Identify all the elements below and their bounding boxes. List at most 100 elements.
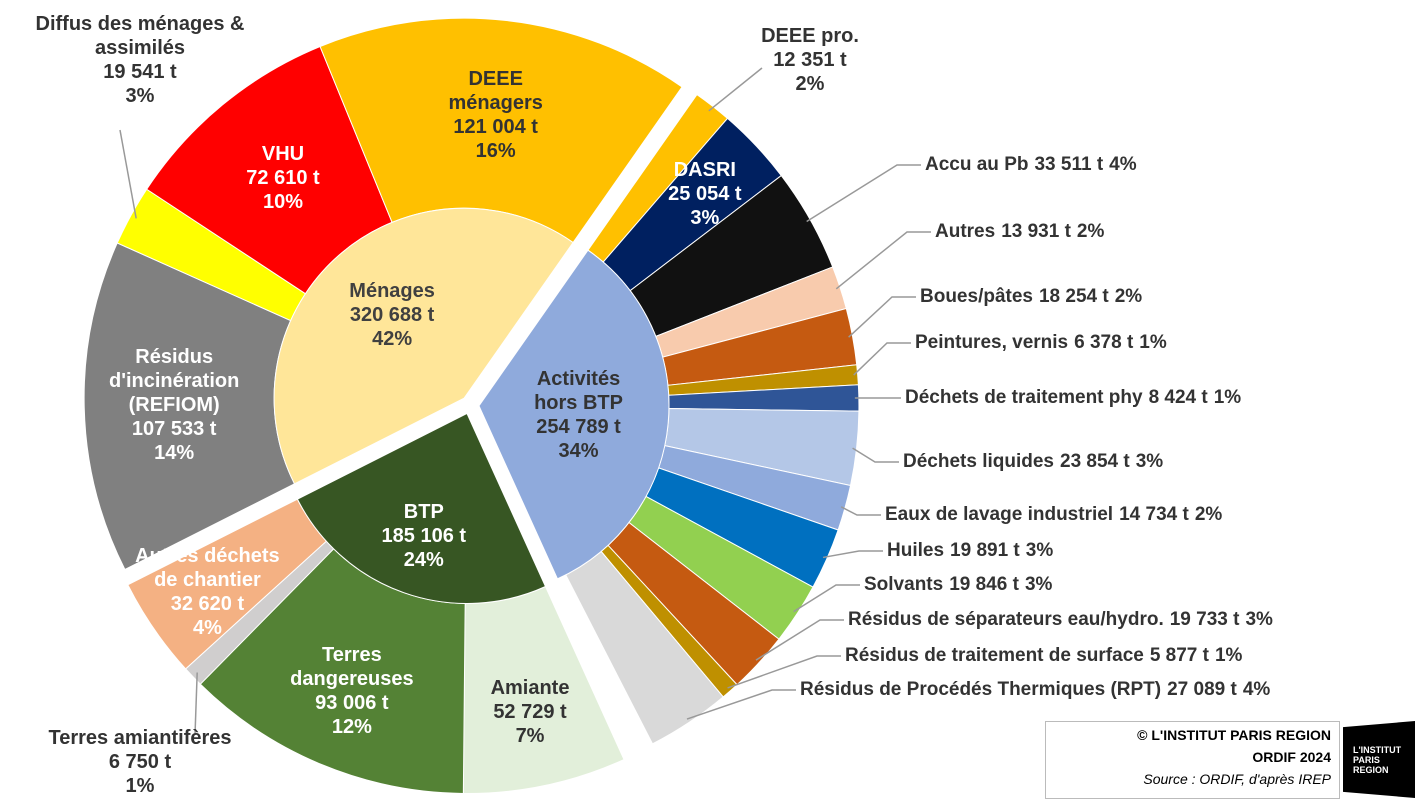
label-value: 5 877 t <box>1149 645 1209 666</box>
label-percent: 3% <box>1245 609 1273 630</box>
label-value: 185 106 t <box>381 525 467 548</box>
leader-line <box>848 296 916 338</box>
label-percent: 42% <box>372 328 413 351</box>
label-value: 6 378 t <box>1074 332 1134 353</box>
label-value: 19 846 t <box>949 574 1019 595</box>
label-name: BTP <box>403 501 444 524</box>
data-label: DEEE ménagers 121 004 t 16% <box>448 67 543 163</box>
label-name: Déchets liquides <box>903 451 1054 472</box>
label-name: Autres <box>935 221 996 242</box>
label-name: Résidus de traitement de surface <box>845 645 1144 666</box>
data-label: DEEE pro. 12 351 t 2% <box>761 24 859 96</box>
data-label: Activités hors BTP 254 789 t 34% <box>534 367 623 463</box>
label-percent: 1% <box>125 775 155 797</box>
leader-line <box>793 584 860 613</box>
source: Source : ORDIF, d'après IREP <box>1143 771 1331 787</box>
data-label: Accu au Pb 33 511 t 4% <box>925 153 1137 177</box>
label-name: Terres amiantifères <box>48 727 232 749</box>
label-value: 6 750 t <box>108 751 172 773</box>
label-value: 93 006 t <box>315 691 389 714</box>
data-label: DASRI 25 054 t 3% <box>668 158 741 230</box>
label-name: Activités hors BTP <box>534 368 623 415</box>
data-label: Résidus de séparateurs eau/hydro. 19 733 … <box>848 608 1273 632</box>
label-name: VHU <box>261 143 305 166</box>
leader-line <box>755 619 844 661</box>
label-value: 121 004 t <box>453 115 538 138</box>
label-percent: 1% <box>1139 332 1167 353</box>
label-name: Eaux de lavage industriel <box>885 504 1114 525</box>
label-percent: 7% <box>515 724 545 747</box>
label-name: Peintures, vernis <box>915 332 1069 353</box>
label-percent: 3% <box>690 206 720 229</box>
label-percent: 1% <box>1213 387 1242 408</box>
label-percent: 4% <box>192 616 222 639</box>
leader-line <box>840 506 881 516</box>
leader-line <box>822 550 883 559</box>
label-percent: 3% <box>1024 574 1053 595</box>
label-value: 52 729 t <box>493 700 567 723</box>
label-name: Solvants <box>864 574 944 595</box>
data-label: Terres amiantifères 6 750 t 1% <box>48 726 231 798</box>
leader-line <box>853 342 911 376</box>
leader-line <box>806 164 921 223</box>
data-label: BTP 185 106 t 24% <box>382 500 467 572</box>
label-value: 254 789 t <box>536 416 621 439</box>
data-label: Autres 13 931 t 2% <box>935 220 1104 244</box>
label-percent: 24% <box>403 549 444 572</box>
credit-box: © L'INSTITUT PARIS REGION ORDIF 2024 Sou… <box>1045 721 1340 799</box>
data-label: Boues/pâtes 18 254 t 2% <box>920 285 1142 309</box>
label-name: Diffus des ménages & assimilés <box>35 13 245 59</box>
label-value: 19 733 t <box>1169 609 1240 630</box>
label-value: 13 931 t <box>1001 221 1071 242</box>
data-label: VHU 72 610 t 10% <box>246 142 319 214</box>
inner-segment <box>296 412 547 604</box>
leader-line <box>835 231 931 290</box>
leader-line <box>708 67 763 112</box>
data-label: Diffus des ménages & assimilés 19 541 t 3% <box>36 12 245 108</box>
data-label: Amiante 52 729 t 7% <box>491 676 570 748</box>
label-name: Autres déchets de chantier <box>135 544 280 591</box>
label-value: 72 610 t <box>246 167 320 190</box>
leader-line <box>727 655 841 689</box>
label-percent: 10% <box>262 191 303 214</box>
data-label: Résidus d'incinération (REFIOM) 107 533 t… <box>109 345 239 465</box>
label-percent: 3% <box>125 85 155 107</box>
label-percent: 2% <box>1194 504 1223 525</box>
label-percent: 2% <box>795 73 825 95</box>
label-name: DEEE pro. <box>761 25 859 47</box>
label-value: 107 533 t <box>131 417 217 440</box>
label-value: 19 541 t <box>103 61 177 83</box>
label-value: 12 351 t <box>773 49 847 71</box>
label-name: Boues/pâtes <box>920 286 1033 307</box>
data-label: Déchets liquides 23 854 t 3% <box>903 450 1163 474</box>
label-value: 19 891 t <box>950 540 1020 561</box>
label-percent: 16% <box>475 139 516 162</box>
data-label: Huiles 19 891 t 3% <box>887 539 1053 563</box>
label-value: 320 688 t <box>349 304 435 327</box>
label-percent: 12% <box>331 715 372 738</box>
data-label: Terres dangereuses 93 006 t 12% <box>290 643 413 739</box>
label-name: Résidus de séparateurs eau/hydro. <box>848 609 1164 630</box>
leader-line <box>194 672 198 736</box>
data-label: Ménages 320 688 t 42% <box>349 279 435 351</box>
label-name: DEEE ménagers <box>448 67 543 114</box>
copyright: © L'INSTITUT PARIS REGION <box>1137 727 1331 743</box>
label-name: Résidus d'incinération (REFIOM) <box>109 345 240 416</box>
logo: L'INSTITUT PARIS REGION <box>1343 721 1415 798</box>
label-name: DASRI <box>673 158 736 181</box>
data-label: Peintures, vernis 6 378 t 1% <box>915 331 1167 355</box>
label-value: 33 511 t <box>1034 154 1104 175</box>
label-percent: 1% <box>1214 645 1243 666</box>
label-value: 27 089 t <box>1167 679 1237 700</box>
label-percent: 34% <box>558 440 599 463</box>
label-name: Ménages <box>349 280 435 303</box>
label-value: 25 054 t <box>668 182 742 205</box>
leader-line <box>119 129 137 219</box>
label-value: 23 854 t <box>1060 451 1130 472</box>
inner-segment <box>273 207 574 485</box>
label-value: 14 734 t <box>1119 504 1189 525</box>
label-value: 8 424 t <box>1148 387 1208 408</box>
label-percent: 4% <box>1242 679 1271 700</box>
